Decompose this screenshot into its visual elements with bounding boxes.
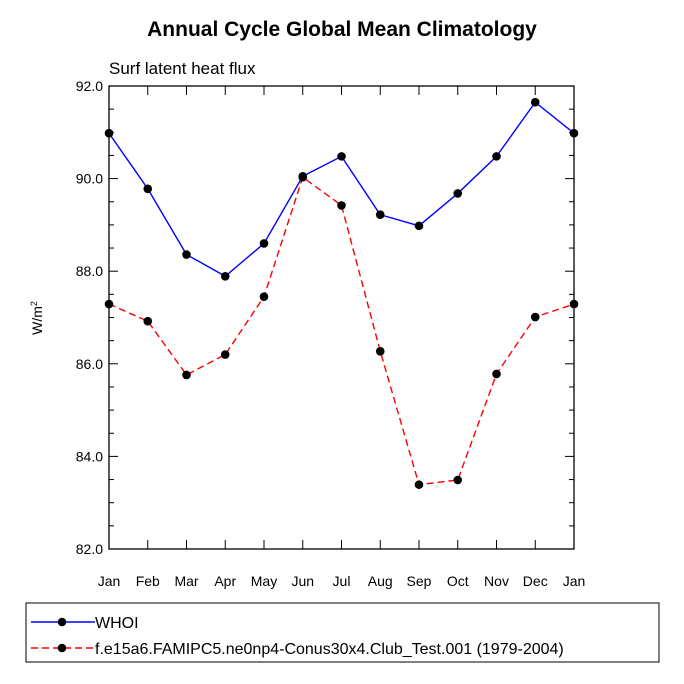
- data-point: [414, 480, 424, 489]
- data-point: [143, 184, 153, 194]
- x-tick-label: Jul: [333, 573, 351, 589]
- legend-marker: [57, 643, 67, 653]
- y-axis-label: W/m2: [29, 301, 45, 335]
- data-point: [414, 221, 424, 231]
- data-point: [182, 250, 191, 259]
- y-tick-label: 84.0: [76, 448, 103, 464]
- x-tick-label: Feb: [136, 573, 160, 589]
- y-axis-label-unit: W/m: [29, 306, 45, 335]
- data-point: [220, 271, 230, 281]
- x-tick-label: Oct: [447, 573, 469, 589]
- data-point: [104, 299, 114, 309]
- legend-label: WHOI: [95, 615, 139, 632]
- y-tick-label: 86.0: [76, 356, 103, 372]
- x-tick-label: May: [251, 573, 277, 589]
- series-line: [108, 176, 575, 486]
- data-point: [337, 152, 346, 161]
- data-point: [143, 316, 153, 326]
- legend-label: f.e15a6.FAMIPC5.ne0np4-Conus30x4.Club_Te…: [95, 641, 564, 658]
- data-point: [453, 475, 463, 485]
- data-point: [259, 292, 269, 301]
- data-point: [492, 152, 501, 161]
- chart-title: Annual Cycle Global Mean Climatology: [147, 18, 537, 41]
- x-tick-label: Aug: [368, 573, 393, 589]
- data-point: [259, 239, 269, 248]
- x-tick-label: Dec: [523, 573, 548, 589]
- data-point: [569, 299, 579, 309]
- y-tick-label: 88.0: [76, 263, 103, 279]
- x-tick-label: Mar: [174, 573, 198, 589]
- series-1: [104, 97, 579, 281]
- data-point: [104, 128, 114, 138]
- data-point: [453, 189, 463, 198]
- legend-box: [25, 602, 660, 663]
- legend-marker: [57, 617, 67, 627]
- data-point: [337, 201, 346, 210]
- data-point: [375, 210, 385, 220]
- y-tick-label: 92.0: [76, 78, 103, 94]
- y-tick-label: 90.0: [76, 171, 103, 187]
- x-tick-label: Nov: [484, 573, 509, 589]
- x-tick-label: Sep: [407, 573, 432, 589]
- series-layer: [104, 97, 579, 489]
- data-point: [375, 346, 385, 356]
- data-point: [530, 312, 540, 322]
- data-point: [492, 369, 501, 379]
- x-tick-label: Apr: [214, 573, 236, 589]
- y-axis-label-sup: 2: [29, 301, 39, 306]
- plot-axes: 82.0 84.0 86.0 88.0 90.0 92.0 Jan Feb Mar Apr May J…: [76, 78, 586, 589]
- x-tick-label: Jan: [98, 573, 121, 589]
- legend: WHOI f.e15a6.FAMIPC5.ne0np4-Conus30x4.Clu…: [25, 602, 660, 663]
- series-2: [104, 172, 579, 489]
- data-point: [298, 172, 308, 182]
- x-tick-label: Jan: [563, 573, 586, 589]
- data-point: [530, 97, 540, 107]
- series-line: [108, 101, 575, 278]
- data-point: [220, 350, 230, 359]
- x-tick-label: Jun: [291, 573, 314, 589]
- y-tick-label: 82.0: [76, 541, 103, 557]
- data-point: [182, 370, 191, 380]
- chart-subtitle: Surf latent heat flux: [109, 59, 256, 78]
- data-point: [569, 128, 579, 138]
